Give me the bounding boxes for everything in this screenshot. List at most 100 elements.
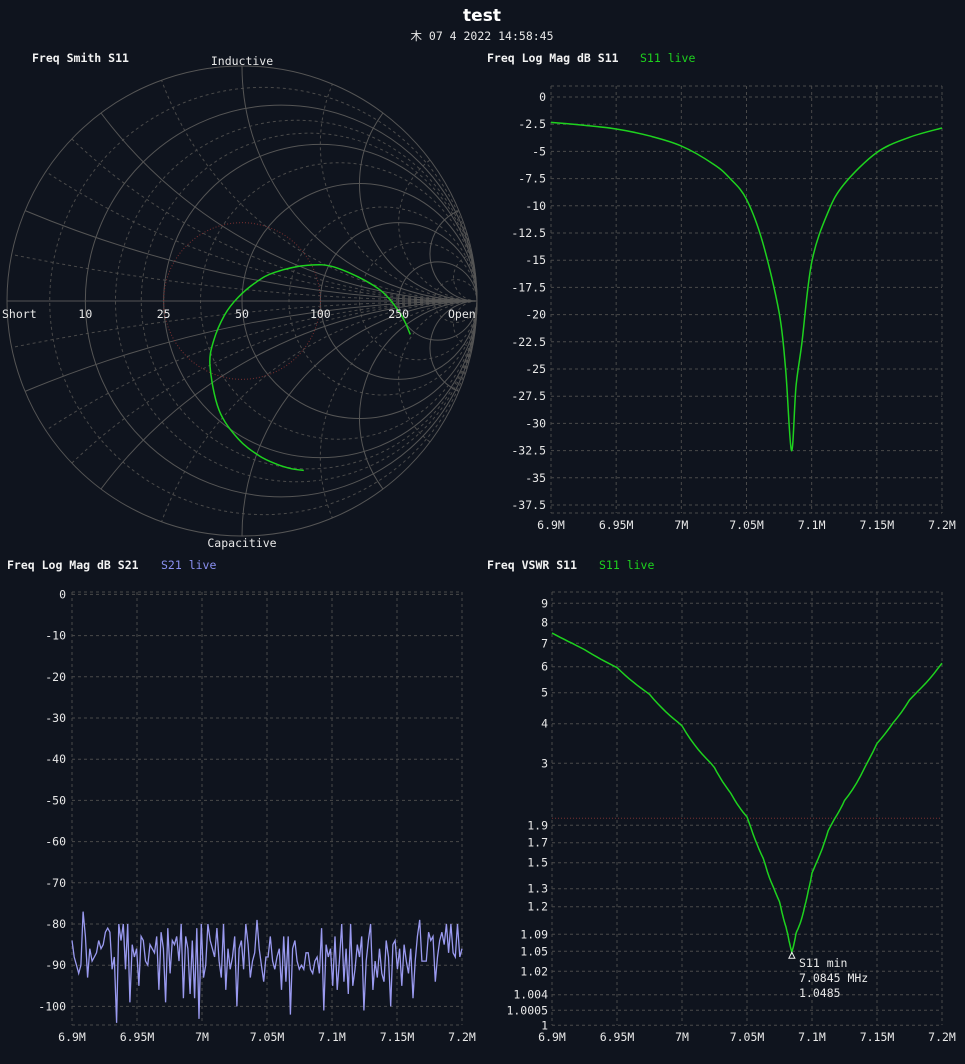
smith-x-arc-minor (11, 253, 478, 302)
y-tick-label: 7 (541, 636, 548, 650)
x-tick-label: 7.15M (380, 1030, 415, 1044)
vswr-title: Freq VSWR S11 (487, 558, 577, 572)
y-tick-label: 6 (541, 660, 548, 674)
smith-x-arc (241, 65, 478, 302)
smith-x-arc-minor (398, 159, 478, 302)
s21-logmag-title: Freq Log Mag dB S21 (7, 558, 139, 572)
y-tick-label: 1.2 (527, 900, 548, 914)
smith-capacitive-label: Capacitive (207, 536, 276, 550)
smith-x-arc-minor (398, 300, 478, 443)
x-tick-label: 7M (195, 1030, 209, 1044)
smith-x-arc-minor (453, 300, 478, 349)
smith-x-arc-minor (319, 83, 478, 302)
smith-x-arc-minor (161, 300, 478, 522)
smith-short-label: Short (2, 307, 37, 321)
x-tick-label: 7M (675, 1030, 689, 1044)
x-tick-label: 6.95M (120, 1030, 155, 1044)
smith-x-arc-minor (11, 300, 478, 349)
y-tick-label: 1.02 (520, 964, 548, 978)
y-tick-label: -25 (525, 362, 546, 376)
y-tick-label: 1.7 (527, 836, 548, 850)
y-tick-label: 1.004 (513, 988, 548, 1002)
y-tick-label: 3 (541, 756, 548, 770)
x-tick-label: 7.05M (250, 1030, 285, 1044)
smith-x-arc (359, 300, 478, 490)
y-tick-label: -12.5 (511, 226, 546, 240)
s11-logmag-trace (550, 121, 943, 452)
y-tick-label: -70 (45, 876, 66, 890)
y-tick-label: -2.5 (518, 117, 546, 131)
x-tick-label: 6.95M (599, 518, 634, 532)
smith-x-arc-minor (45, 300, 478, 431)
smith-swr-circle (163, 222, 321, 380)
x-tick-label: 7.1M (798, 518, 826, 532)
smith-r-label: 250 (388, 307, 409, 321)
smith-outline (6, 65, 478, 537)
y-tick-label: -30 (45, 711, 66, 725)
smith-x-arc (24, 300, 478, 392)
s11-logmag-title: Freq Log Mag dB S11 (487, 51, 619, 65)
y-tick-label: 4 (541, 717, 548, 731)
y-tick-label: -35 (525, 471, 546, 485)
x-tick-label: 7.05M (729, 518, 764, 532)
smith-x-arc-minor (71, 138, 478, 302)
x-tick-label: 7.15M (860, 518, 895, 532)
smith-r-label: 10 (78, 307, 92, 321)
y-tick-label: -20 (525, 308, 546, 322)
vswr-min-marker: S11 min 7.0845 MHz 1.0485 (788, 951, 868, 1000)
s21-logmag-trace (71, 911, 463, 1023)
smith-r-label: 50 (235, 307, 249, 321)
y-tick-label: -5 (532, 144, 546, 158)
y-tick-label: -90 (45, 958, 66, 972)
x-tick-label: 7.05M (730, 1030, 765, 1044)
s11-logmag-legend: S11 live (640, 51, 695, 65)
x-tick-label: 6.9M (537, 518, 565, 532)
y-tick-label: -80 (45, 917, 66, 931)
y-tick-label: 1.0005 (506, 1003, 548, 1017)
smith-r-labels: 10 25 50 100 250 (78, 307, 409, 321)
y-tick-label: 1.3 (527, 882, 548, 896)
y-tick-label: -10 (45, 629, 66, 643)
y-tick-label: -40 (45, 752, 66, 766)
y-tick-label: 8 (541, 616, 548, 630)
vswr-trace (551, 632, 943, 956)
y-tick-label: -17.5 (511, 280, 546, 294)
x-tick-label: 7.2M (448, 1030, 476, 1044)
y-tick-label: 9 (541, 596, 548, 610)
y-tick-label: -10 (525, 199, 546, 213)
y-tick-label: 1.5 (527, 856, 548, 870)
smith-chart-title: Freq Smith S11 (32, 51, 129, 65)
marker-triangle-icon (788, 951, 796, 959)
smith-x-arc-minor (453, 253, 478, 302)
x-tick-label: 7.2M (928, 518, 956, 532)
s21-logmag-legend: S21 live (161, 558, 216, 572)
marker-freq: 7.0845 MHz (799, 971, 868, 985)
vswr-chart: 98765431.91.71.51.31.21.091.051.021.0041… (506, 591, 956, 1044)
x-tick-label: 6.9M (58, 1030, 86, 1044)
smith-open-label: Open (448, 307, 476, 321)
y-tick-label: 0 (539, 90, 546, 104)
smith-x-arc (429, 210, 478, 302)
smith-x-arc-minor (319, 300, 478, 519)
y-tick-label: -32.5 (511, 444, 546, 458)
y-tick-label: -100 (38, 999, 66, 1013)
x-tick-label: 7.15M (860, 1030, 895, 1044)
x-tick-label: 7M (674, 518, 688, 532)
smith-x-arc (241, 300, 478, 537)
y-tick-label: 1.9 (527, 818, 548, 832)
page-title: test (463, 6, 501, 26)
vswr-legend: S11 live (599, 558, 654, 572)
x-tick-label: 6.9M (538, 1030, 566, 1044)
y-tick-label: -27.5 (511, 389, 546, 403)
smith-x-arc (359, 112, 478, 302)
smith-x-arc (100, 300, 478, 490)
smith-x-arc (100, 112, 478, 302)
y-tick-label: -15 (525, 253, 546, 267)
y-tick-label: 1.05 (520, 944, 548, 958)
y-tick-label: -30 (525, 416, 546, 430)
y-tick-label: 1 (541, 1018, 548, 1032)
y-tick-label: 5 (541, 686, 548, 700)
marker-label: S11 min (799, 956, 847, 970)
smith-x-arc (429, 300, 478, 392)
